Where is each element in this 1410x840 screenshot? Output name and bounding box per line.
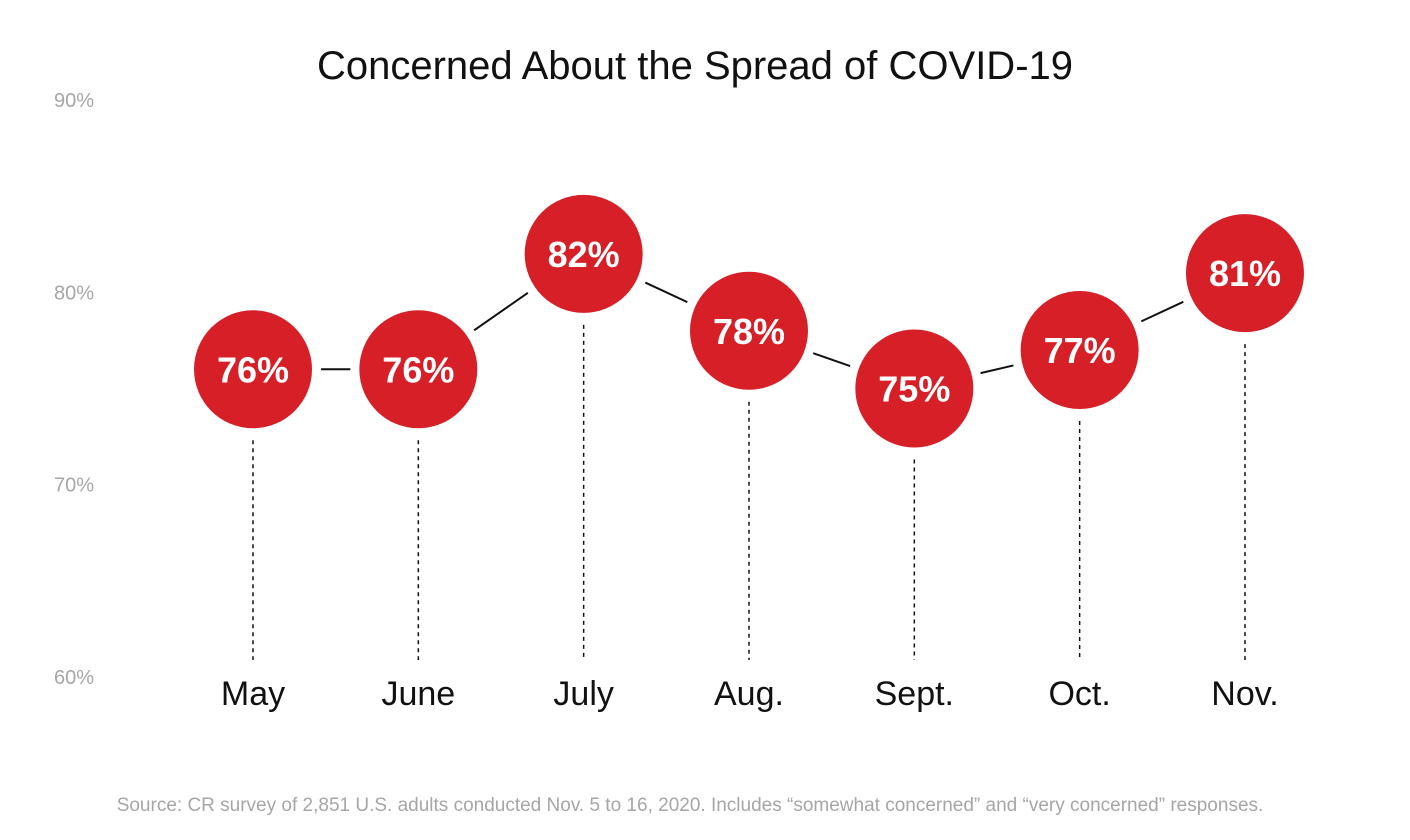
x-tick-label: Nov. bbox=[1211, 675, 1278, 713]
data-label: 76% bbox=[382, 349, 454, 390]
data-label: 82% bbox=[548, 234, 620, 275]
connector-line bbox=[812, 352, 851, 368]
y-tick-label: 90% bbox=[54, 90, 94, 112]
data-point-aug bbox=[689, 271, 808, 390]
x-tick-label: Aug. bbox=[714, 675, 784, 713]
data-point-sept bbox=[855, 329, 974, 448]
data-label: 75% bbox=[878, 369, 950, 410]
x-tick-label: Sept. bbox=[875, 675, 954, 713]
x-tick-label: July bbox=[553, 675, 613, 713]
y-tick-label: 80% bbox=[54, 282, 94, 304]
y-tick-label: 60% bbox=[54, 667, 94, 689]
data-label: 77% bbox=[1044, 330, 1116, 371]
data-label: 81% bbox=[1209, 253, 1281, 294]
y-tick-label: 70% bbox=[54, 475, 94, 497]
chart-title: Concerned About the Spread of COVID-19 bbox=[316, 44, 1073, 88]
x-tick-label: June bbox=[381, 675, 455, 713]
data-point-may bbox=[194, 310, 312, 429]
x-tick-label: May bbox=[221, 675, 285, 713]
connector-line bbox=[644, 281, 688, 304]
data-point-june bbox=[359, 310, 478, 429]
connector-line bbox=[980, 364, 1014, 375]
data-label: 76% bbox=[217, 349, 289, 390]
connector-line bbox=[1140, 300, 1184, 323]
data-point-july bbox=[524, 194, 643, 313]
data-label: 78% bbox=[713, 311, 785, 352]
source-note: Source: CR survey of 2,851 U.S. adults c… bbox=[116, 795, 1264, 816]
x-tick-label: Oct. bbox=[1048, 675, 1110, 713]
data-point-oct bbox=[1020, 291, 1139, 410]
connector-line bbox=[473, 291, 529, 332]
data-point-nov bbox=[1185, 214, 1304, 333]
